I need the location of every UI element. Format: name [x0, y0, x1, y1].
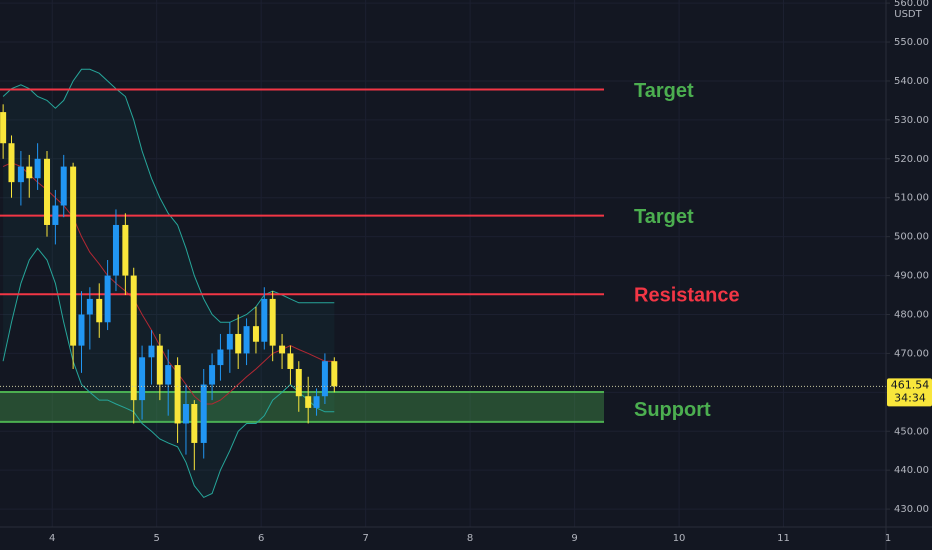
y-tick-label: 450.00 [894, 426, 929, 437]
candle-body [34, 158, 41, 179]
candle-body [139, 357, 146, 401]
candle-body [122, 224, 129, 276]
candle-body [305, 396, 312, 408]
x-tick-label: 10 [673, 533, 686, 544]
candle-body [331, 361, 338, 387]
candle-body [235, 333, 242, 354]
lower-band [2, 247, 335, 499]
countdown-label: 34:34 [894, 391, 926, 404]
y-tick-label: 490.00 [894, 271, 929, 282]
candle-body [226, 333, 233, 350]
candle-body [182, 404, 189, 424]
axes: 430.00440.00450.00460.00470.00480.00490.… [49, 0, 932, 544]
candle-body [279, 345, 286, 354]
support-zone [0, 391, 604, 422]
y-tick-label: 430.00 [894, 504, 929, 515]
candle-body [243, 326, 250, 354]
band-fill [3, 69, 335, 498]
candle-body [78, 314, 85, 346]
candle-body [148, 345, 155, 358]
candle-body [52, 205, 59, 225]
candle-body [112, 224, 119, 276]
candle-body [104, 275, 111, 323]
candle-body [269, 298, 276, 346]
candle-body [217, 349, 224, 366]
candle-body [209, 365, 216, 385]
plot-area: Support Target Target Resistance [0, 68, 886, 499]
candle-body [287, 353, 294, 369]
y-tick-label: 470.00 [894, 348, 929, 359]
candle-body [86, 298, 93, 315]
candle-body [156, 345, 163, 385]
candle-body [0, 112, 7, 144]
time-axis [0, 527, 932, 550]
y-tick-label: 520.00 [894, 154, 929, 165]
candle-body [252, 326, 259, 342]
y-tick-label: 480.00 [894, 309, 929, 320]
x-tick-label: 9 [571, 533, 577, 544]
candle-body [130, 275, 137, 401]
x-tick-label: 1 [885, 533, 891, 544]
level-label: Resistance [634, 285, 740, 307]
candle-body [261, 298, 268, 342]
x-tick-label: 4 [49, 533, 55, 544]
candle-body [165, 365, 172, 385]
y-tick-label: 560.00 [894, 0, 929, 9]
currency-label: USDT [894, 9, 922, 20]
candle-body [60, 166, 67, 206]
candle-body [191, 404, 198, 443]
last-price-box [887, 378, 932, 407]
candle-body [8, 143, 15, 183]
x-tick-label: 7 [362, 533, 368, 544]
support-label: Support [634, 399, 711, 421]
candle-body [200, 384, 207, 443]
candle-body [313, 396, 320, 408]
y-tick-label: 510.00 [894, 193, 929, 204]
y-tick-label: 530.00 [894, 115, 929, 126]
candle-body [17, 166, 24, 183]
candle-body [321, 361, 328, 397]
price-axis [886, 0, 932, 550]
y-tick-label: 500.00 [894, 232, 929, 243]
candle-body [26, 166, 33, 179]
level-label: Target [634, 80, 694, 102]
candle-body [44, 158, 51, 225]
x-tick-label: 5 [154, 533, 160, 544]
y-tick-label: 550.00 [894, 37, 929, 48]
x-tick-label: 6 [258, 533, 264, 544]
candle-body [295, 368, 302, 397]
y-tick-label: 440.00 [894, 465, 929, 476]
y-tick-label: 540.00 [894, 76, 929, 87]
candle-body [174, 365, 181, 424]
grid [0, 0, 889, 527]
level-label: Target [634, 206, 694, 228]
x-tick-label: 8 [467, 533, 473, 544]
x-tick-label: 11 [777, 533, 790, 544]
candle-body [70, 166, 77, 346]
candle-body [96, 298, 103, 323]
last-price-label: 461.54 [891, 378, 930, 391]
